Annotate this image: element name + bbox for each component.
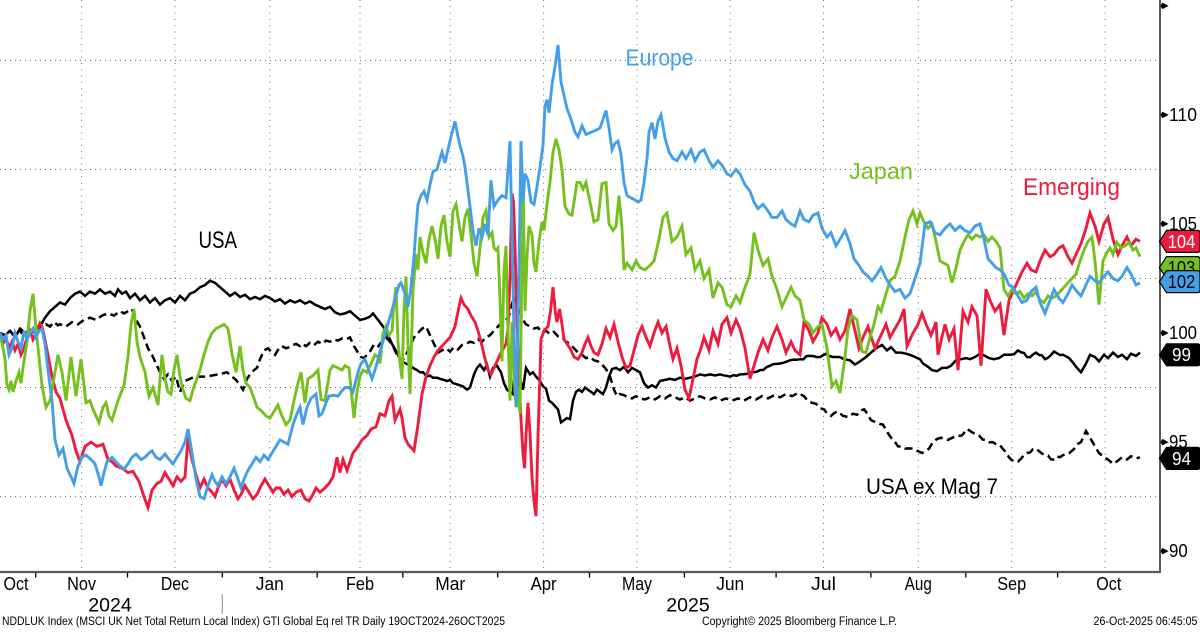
svg-text:26-Oct-2025 06:45:05: 26-Oct-2025 06:45:05 xyxy=(1094,616,1198,628)
svg-text:Feb: Feb xyxy=(346,573,374,594)
svg-text:2025: 2025 xyxy=(666,595,710,617)
svg-text:Aug: Aug xyxy=(905,573,932,594)
svg-text:2024: 2024 xyxy=(88,595,132,617)
svg-text:99: 99 xyxy=(1172,345,1191,365)
svg-text:Mar: Mar xyxy=(435,573,465,594)
svg-text:Europe: Europe xyxy=(626,45,694,71)
svg-text:104: 104 xyxy=(1168,232,1196,252)
svg-text:100: 100 xyxy=(1169,323,1197,343)
svg-text:Oct: Oct xyxy=(4,573,30,594)
svg-text:Jun: Jun xyxy=(716,573,744,594)
svg-text:Copyright© 2025 Bloomberg Fina: Copyright© 2025 Bloomberg Finance L.P. xyxy=(702,616,897,628)
svg-text:Oct: Oct xyxy=(1096,573,1122,594)
svg-text:102: 102 xyxy=(1168,272,1196,292)
svg-text:NDDLUK Index (MSCI UK Net Tota: NDDLUK Index (MSCI UK Net Total Return L… xyxy=(2,616,505,628)
svg-text:Sep: Sep xyxy=(997,573,1026,594)
svg-text:USA: USA xyxy=(199,227,238,254)
svg-text:Nov: Nov xyxy=(67,573,97,594)
svg-text:USA ex Mag 7: USA ex Mag 7 xyxy=(866,474,998,499)
svg-text:110: 110 xyxy=(1169,105,1197,125)
svg-text:90: 90 xyxy=(1169,541,1188,561)
svg-text:Jul: Jul xyxy=(811,573,836,594)
svg-text:May: May xyxy=(622,573,653,594)
svg-text:Jan: Jan xyxy=(256,573,284,594)
svg-text:105: 105 xyxy=(1169,214,1197,234)
svg-text:Japan: Japan xyxy=(849,158,913,184)
svg-text:Emerging: Emerging xyxy=(1023,174,1120,201)
svg-text:Dec: Dec xyxy=(161,573,189,594)
svg-text:Apr: Apr xyxy=(531,573,557,594)
svg-text:94: 94 xyxy=(1172,449,1191,469)
